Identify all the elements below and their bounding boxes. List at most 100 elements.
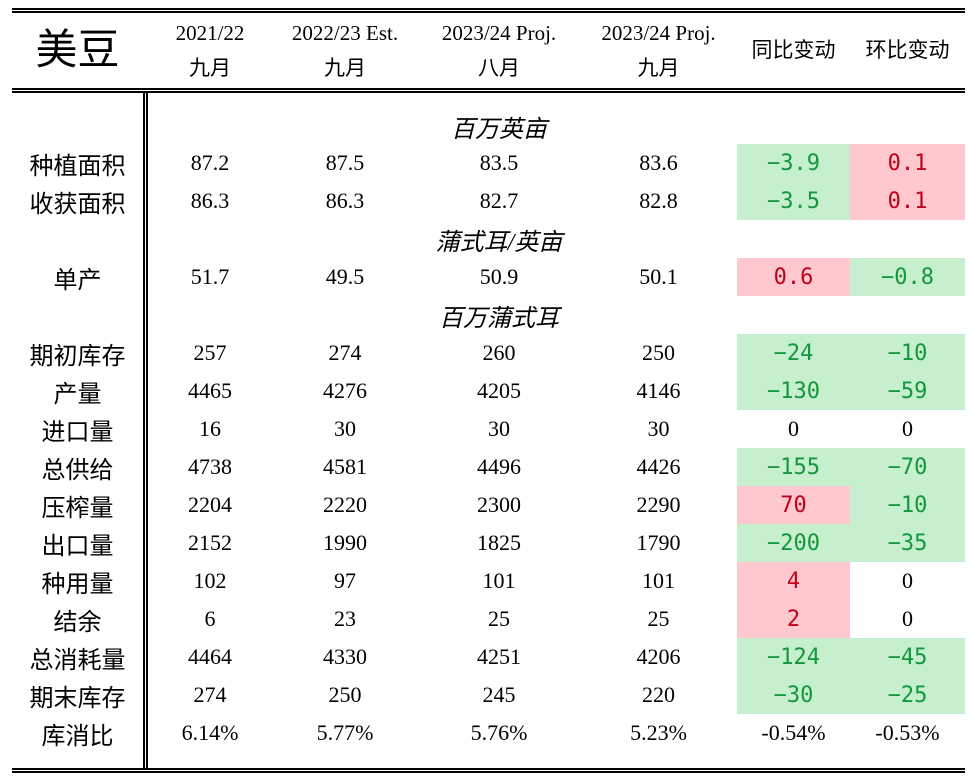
column-header: 2021/22 九月 <box>148 13 272 93</box>
yoy-change-cell: −24 <box>737 334 850 372</box>
unit-row: 百万蒲式耳 <box>12 296 965 334</box>
unit-label: 百万英亩 <box>451 117 547 143</box>
mom-change-cell: 0.1 <box>850 182 965 220</box>
value-cell: 4276 <box>323 378 367 403</box>
blank-cell <box>737 93 850 109</box>
row-label: 期初库存 <box>12 334 148 372</box>
blank-cell <box>737 109 850 144</box>
yoy-change-cell: 70 <box>737 486 850 524</box>
value-cell: 2290 <box>636 492 681 517</box>
mom-change-cell: -0.53% <box>875 720 940 745</box>
row-label: 种植面积 <box>12 144 148 182</box>
value-cell: 30 <box>334 416 356 441</box>
blank-cell <box>148 93 272 109</box>
value-cell: 4465 <box>188 378 232 403</box>
spacer-row <box>12 93 965 109</box>
unit-row: 蒲式耳/英亩 <box>12 220 965 258</box>
table-row: 期初库存 257 274 260 250 −24 −10 <box>12 334 965 372</box>
blank-cell <box>850 93 965 109</box>
row-label: 进口量 <box>12 410 148 448</box>
column-header-mom: 环比变动 <box>850 13 965 93</box>
value-cell: 50.9 <box>479 264 519 289</box>
table-row: 库消比 6.14% 5.77% 5.76% 5.23% -0.54% -0.53% <box>12 714 965 752</box>
mom-change-cell: −0.8 <box>850 258 965 296</box>
table-row: 产量 4465 4276 4205 4146 −130 −59 <box>12 372 965 410</box>
row-label <box>12 752 148 768</box>
value-cell: 1990 <box>323 530 367 555</box>
value-cell: 245 <box>482 682 516 707</box>
blank-cell <box>580 109 737 144</box>
blank-cell <box>148 752 272 768</box>
row-label <box>12 296 148 334</box>
value-cell: 1790 <box>636 530 681 555</box>
value-cell: 2152 <box>188 530 232 555</box>
blank-cell <box>850 220 965 258</box>
blank-cell <box>272 93 418 109</box>
mom-change-cell: 0.1 <box>850 144 965 182</box>
soybean-balance-table: 美豆 2021/22 九月 2022/23 Est. 九月 2023/24 Pr… <box>12 8 965 773</box>
value-cell: 101 <box>482 568 516 593</box>
value-cell: 274 <box>328 340 362 365</box>
value-cell: 86.3 <box>325 188 365 213</box>
mom-change-cell: −10 <box>850 334 965 372</box>
value-cell: 4146 <box>636 378 681 403</box>
yoy-change-cell: 0.6 <box>737 258 850 296</box>
value-cell: 49.5 <box>325 264 365 289</box>
value-cell: 5.76% <box>470 720 528 745</box>
value-cell: 274 <box>193 682 227 707</box>
unit-label: 百万蒲式耳 <box>439 305 559 332</box>
unit-label: 蒲式耳/英亩 <box>435 229 563 256</box>
row-label: 压榨量 <box>12 486 148 524</box>
value-cell: 4330 <box>323 644 367 669</box>
value-cell: 51.7 <box>190 264 230 289</box>
mom-change-cell: 0 <box>902 568 913 593</box>
value-cell: 87.5 <box>325 150 365 175</box>
value-cell: 101 <box>642 568 675 593</box>
mom-change-cell: −70 <box>850 448 965 486</box>
table-row: 出口量 2152 1990 1825 1790 −200 −35 <box>12 524 965 562</box>
row-label: 库消比 <box>12 714 148 752</box>
value-cell: 83.5 <box>479 150 519 175</box>
value-cell: 87.2 <box>190 150 230 175</box>
value-cell: 6 <box>204 606 216 631</box>
row-label: 结余 <box>12 600 148 638</box>
column-header-period: 2023/24 Proj. <box>601 20 716 45</box>
blank-cell <box>148 296 272 334</box>
mom-change-cell: 0 <box>902 606 913 631</box>
blank-cell <box>850 752 965 768</box>
blank-cell <box>580 296 737 334</box>
spacer-row <box>12 752 965 768</box>
table-row: 进口量 16 30 30 30 0 0 <box>12 410 965 448</box>
value-cell: 25 <box>647 606 670 631</box>
table-row: 种用量 102 97 101 101 4 0 <box>12 562 965 600</box>
value-cell: 220 <box>642 682 675 707</box>
table-body: 百万英亩 种植面积 87.2 87.5 83.5 83.6 −3.9 0.1 收获面积 86.3 8… <box>12 93 965 768</box>
value-cell: 30 <box>488 416 510 441</box>
row-label: 种用量 <box>12 562 148 600</box>
yoy-change-cell: −30 <box>737 676 850 714</box>
row-label <box>12 220 148 258</box>
blank-cell <box>272 109 418 144</box>
blank-cell <box>580 93 737 109</box>
yoy-change-cell: -0.54% <box>761 720 826 745</box>
column-header-month: 八月 <box>478 55 520 80</box>
mom-change-cell: −10 <box>850 486 965 524</box>
row-label: 出口量 <box>12 524 148 562</box>
blank-cell <box>850 296 965 334</box>
blank-cell <box>272 220 418 258</box>
mom-change-cell: 0 <box>902 416 913 441</box>
value-cell: 30 <box>647 416 670 441</box>
value-cell: 250 <box>642 340 675 365</box>
row-label: 总消耗量 <box>12 638 148 676</box>
blank-cell <box>737 296 850 334</box>
blank-cell <box>580 220 737 258</box>
column-header: 2023/24 Proj. 八月 <box>418 13 580 93</box>
value-cell: 4426 <box>636 454 681 479</box>
column-header-month: 九月 <box>324 55 366 80</box>
yoy-change-cell: 2 <box>737 600 850 638</box>
table-row: 期末库存 274 250 245 220 −30 −25 <box>12 676 965 714</box>
yoy-change-cell: −3.5 <box>737 182 850 220</box>
yoy-change-cell: −200 <box>737 524 850 562</box>
header-row: 美豆 2021/22 九月 2022/23 Est. 九月 2023/24 Pr… <box>12 13 965 93</box>
value-cell: 1825 <box>477 530 521 555</box>
